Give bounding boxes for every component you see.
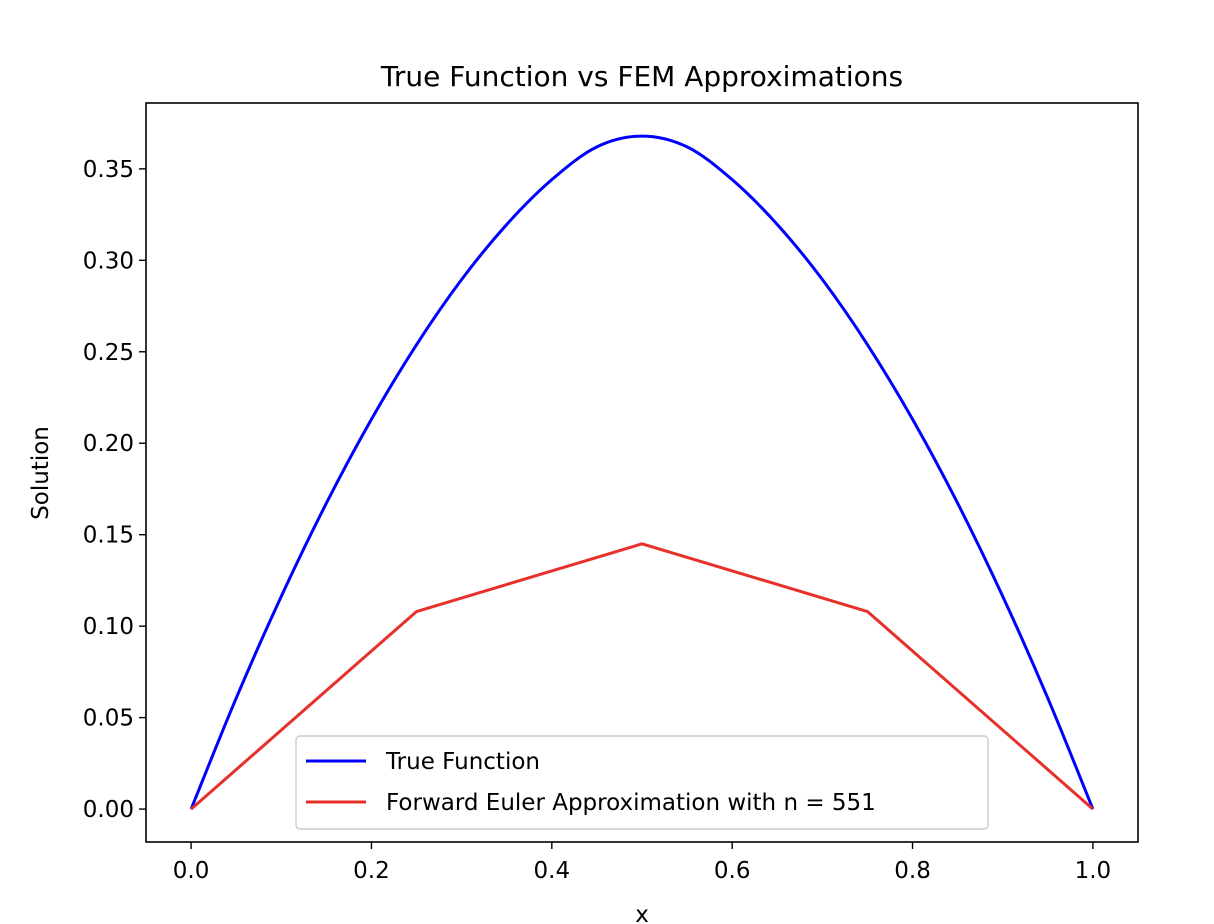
y-tick-label: 0.20 — [83, 431, 134, 457]
chart-title: True Function vs FEM Approximations — [380, 60, 903, 93]
x-tick-label: 0.0 — [173, 858, 210, 884]
y-tick-label: 0.35 — [83, 157, 134, 183]
plot-lines — [189, 134, 1095, 811]
series-line-forward-euler — [190, 542, 1094, 811]
y-tick-label: 0.00 — [83, 797, 134, 823]
x-tick-label: 0.2 — [353, 858, 390, 884]
y-tick-label: 0.05 — [83, 706, 134, 732]
legend-box — [295, 735, 989, 830]
legend-label: True Function — [385, 749, 540, 775]
series-line-true-function — [189, 134, 1095, 810]
y-tick-label: 0.10 — [83, 614, 134, 640]
legend: True Function Forward Euler Approximation… — [295, 735, 989, 830]
x-axis-ticks: 0.0 0.2 0.4 0.6 0.8 1.0 — [173, 842, 1111, 884]
x-tick-label: 1.0 — [1075, 858, 1112, 884]
x-tick-label: 0.6 — [714, 858, 751, 884]
x-axis-label: x — [635, 902, 649, 924]
x-tick-label: 0.4 — [534, 858, 571, 884]
y-tick-label: 0.30 — [83, 248, 134, 274]
axes-frame — [145, 102, 1139, 843]
y-tick-label: 0.15 — [83, 523, 134, 549]
plot-area-border — [145, 102, 1139, 843]
legend-label: Forward Euler Approximation with n = 551 — [386, 790, 876, 816]
x-tick-label: 0.8 — [894, 858, 931, 884]
y-axis-ticks: 0.00 0.05 0.10 0.15 0.20 0.25 0.30 0.35 — [83, 157, 146, 823]
y-tick-label: 0.25 — [83, 340, 134, 366]
y-axis-label: Solution — [28, 426, 54, 520]
